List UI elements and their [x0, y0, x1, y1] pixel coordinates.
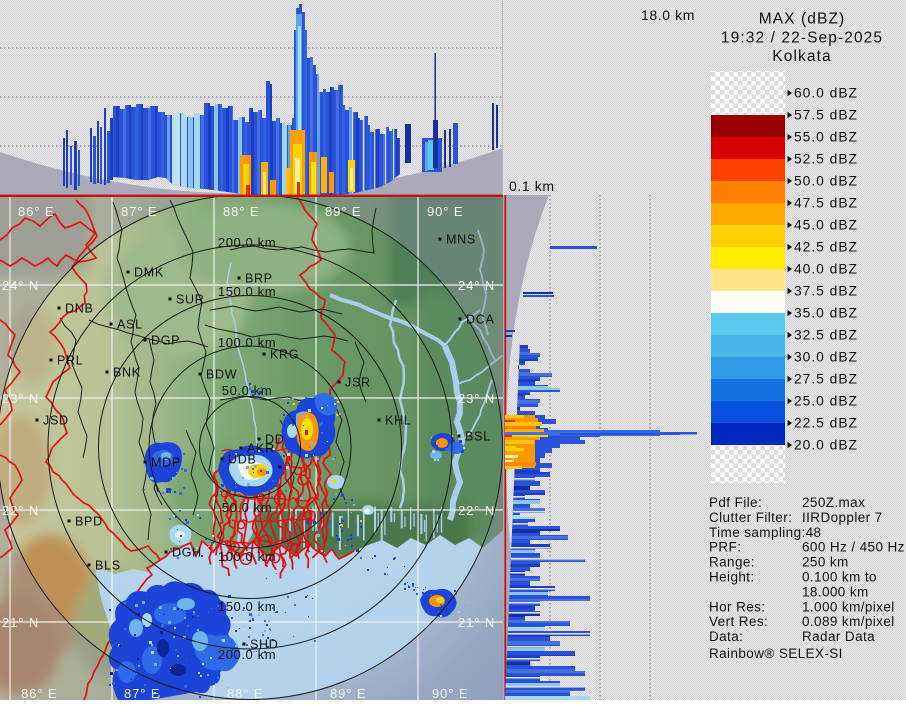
- svg-text:21° N: 21° N: [2, 615, 39, 630]
- svg-text:Clutter Filter:: Clutter Filter:: [709, 510, 792, 525]
- svg-text:JSD: JSD: [43, 414, 69, 428]
- svg-text:Vert Res:: Vert Res:: [709, 614, 768, 629]
- svg-text:35.0 dBZ: 35.0 dBZ: [794, 306, 858, 321]
- svg-text:24° N: 24° N: [2, 278, 39, 293]
- svg-text:47.5 dBZ: 47.5 dBZ: [794, 196, 858, 211]
- svg-text:BDW: BDW: [206, 368, 237, 382]
- svg-text:SHD: SHD: [250, 638, 279, 652]
- svg-text:ASL: ASL: [117, 318, 143, 332]
- svg-text:Height:: Height:: [709, 570, 755, 585]
- svg-text:32.5 dBZ: 32.5 dBZ: [794, 328, 858, 343]
- svg-text:20.0 dBZ: 20.0 dBZ: [794, 438, 858, 453]
- svg-text:Kolkata: Kolkata: [772, 48, 831, 65]
- svg-text:DGP: DGP: [151, 334, 180, 348]
- svg-text:Range:: Range:: [709, 555, 755, 570]
- svg-text:Hor Res:: Hor Res:: [709, 599, 765, 614]
- svg-text:DCA: DCA: [466, 313, 495, 327]
- svg-text:24° N: 24° N: [458, 278, 495, 293]
- svg-text:22° N: 22° N: [2, 503, 39, 518]
- svg-text:27.5 dBZ: 27.5 dBZ: [794, 372, 858, 387]
- svg-text:MNS: MNS: [446, 233, 476, 247]
- svg-text:1.000 km/pixel: 1.000 km/pixel: [802, 599, 895, 614]
- svg-text:DNB: DNB: [65, 302, 94, 316]
- svg-text:200.0 km: 200.0 km: [218, 235, 276, 250]
- svg-text:50.0 km: 50.0 km: [222, 500, 272, 515]
- svg-text:KHL: KHL: [385, 414, 411, 428]
- svg-text:Data:: Data:: [709, 629, 743, 644]
- svg-text:250Z.max: 250Z.max: [802, 495, 865, 510]
- svg-text:87° E: 87° E: [121, 204, 157, 219]
- svg-text:AKR: AKR: [247, 442, 275, 456]
- svg-text:88° E: 88° E: [223, 204, 259, 219]
- svg-text:BRP: BRP: [245, 272, 273, 286]
- svg-text:45.0 dBZ: 45.0 dBZ: [794, 218, 858, 233]
- svg-text:KRG: KRG: [270, 348, 299, 362]
- svg-text:42.5 dBZ: 42.5 dBZ: [794, 240, 858, 255]
- svg-text:55.0 dBZ: 55.0 dBZ: [794, 130, 858, 145]
- svg-text:PRF:: PRF:: [709, 540, 741, 555]
- svg-text:600 Hz / 450 Hz: 600 Hz / 450 Hz: [802, 540, 905, 555]
- svg-text:PRL: PRL: [57, 354, 83, 368]
- svg-text:37.5 dBZ: 37.5 dBZ: [794, 284, 858, 299]
- svg-text:86° E: 86° E: [21, 686, 57, 700]
- svg-text:UDB: UDB: [228, 453, 257, 467]
- svg-text:BLS: BLS: [95, 559, 121, 573]
- svg-text:23° N: 23° N: [2, 391, 39, 406]
- svg-text:30.0 dBZ: 30.0 dBZ: [794, 350, 858, 365]
- svg-text:IIRDoppler 7: IIRDoppler 7: [802, 510, 883, 525]
- svg-text:Rainbow® SELEX-SI: Rainbow® SELEX-SI: [709, 646, 843, 661]
- svg-text:100.0 km: 100.0 km: [218, 335, 276, 350]
- svg-text:50.0 km: 50.0 km: [222, 383, 272, 398]
- svg-text:89° E: 89° E: [330, 686, 366, 700]
- svg-text:88° E: 88° E: [227, 686, 263, 700]
- svg-text:18.000 km: 18.000 km: [802, 584, 869, 599]
- svg-text:87° E: 87° E: [124, 686, 160, 700]
- svg-text:DD: DD: [265, 433, 284, 447]
- svg-text:150.0 km: 150.0 km: [218, 284, 276, 299]
- svg-text:22° N: 22° N: [458, 503, 495, 518]
- svg-text:250 km: 250 km: [802, 555, 849, 570]
- svg-text:JSR: JSR: [345, 376, 371, 390]
- svg-text:100.0 km: 100.0 km: [218, 549, 276, 564]
- svg-text:21° N: 21° N: [458, 615, 495, 630]
- svg-text:MDP: MDP: [151, 456, 181, 470]
- svg-text:90° E: 90° E: [427, 204, 463, 219]
- svg-text:52.5 dBZ: 52.5 dBZ: [794, 152, 858, 167]
- svg-text:86° E: 86° E: [18, 204, 54, 219]
- svg-text:BNK: BNK: [113, 366, 141, 380]
- svg-text:Pdf File:: Pdf File:: [709, 495, 762, 510]
- svg-text:200.0 km: 200.0 km: [218, 647, 276, 662]
- svg-text:0.089 km/pixel: 0.089 km/pixel: [802, 614, 895, 629]
- svg-text:DMK: DMK: [134, 266, 164, 280]
- svg-text:0.1 km: 0.1 km: [509, 178, 555, 194]
- svg-text:60.0 dBZ: 60.0 dBZ: [794, 86, 858, 101]
- svg-text:22.5 dBZ: 22.5 dBZ: [794, 416, 858, 431]
- svg-text:25.0 dBZ: 25.0 dBZ: [794, 394, 858, 409]
- svg-text:Time sampling:48: Time sampling:48: [709, 525, 821, 540]
- svg-text:Radar Data: Radar Data: [802, 629, 875, 644]
- svg-text:150.0 km: 150.0 km: [218, 599, 276, 614]
- svg-text:SUR: SUR: [176, 293, 205, 307]
- svg-text:50.0 dBZ: 50.0 dBZ: [794, 174, 858, 189]
- svg-text:57.5 dBZ: 57.5 dBZ: [794, 108, 858, 123]
- svg-text:23° N: 23° N: [458, 391, 495, 406]
- svg-text:MAX (dBZ): MAX (dBZ): [759, 11, 846, 28]
- svg-text:19:32 / 22-Sep-2025: 19:32 / 22-Sep-2025: [721, 30, 883, 47]
- svg-text:89° E: 89° E: [325, 204, 361, 219]
- svg-text:40.0 dBZ: 40.0 dBZ: [794, 262, 858, 277]
- svg-text:90° E: 90° E: [432, 686, 468, 700]
- svg-text:DGH: DGH: [172, 546, 202, 560]
- svg-text:0.100 km to: 0.100 km to: [802, 570, 877, 585]
- svg-text:BPD: BPD: [75, 515, 103, 529]
- svg-text:18.0 km: 18.0 km: [641, 7, 695, 23]
- svg-text:BSL: BSL: [465, 430, 491, 444]
